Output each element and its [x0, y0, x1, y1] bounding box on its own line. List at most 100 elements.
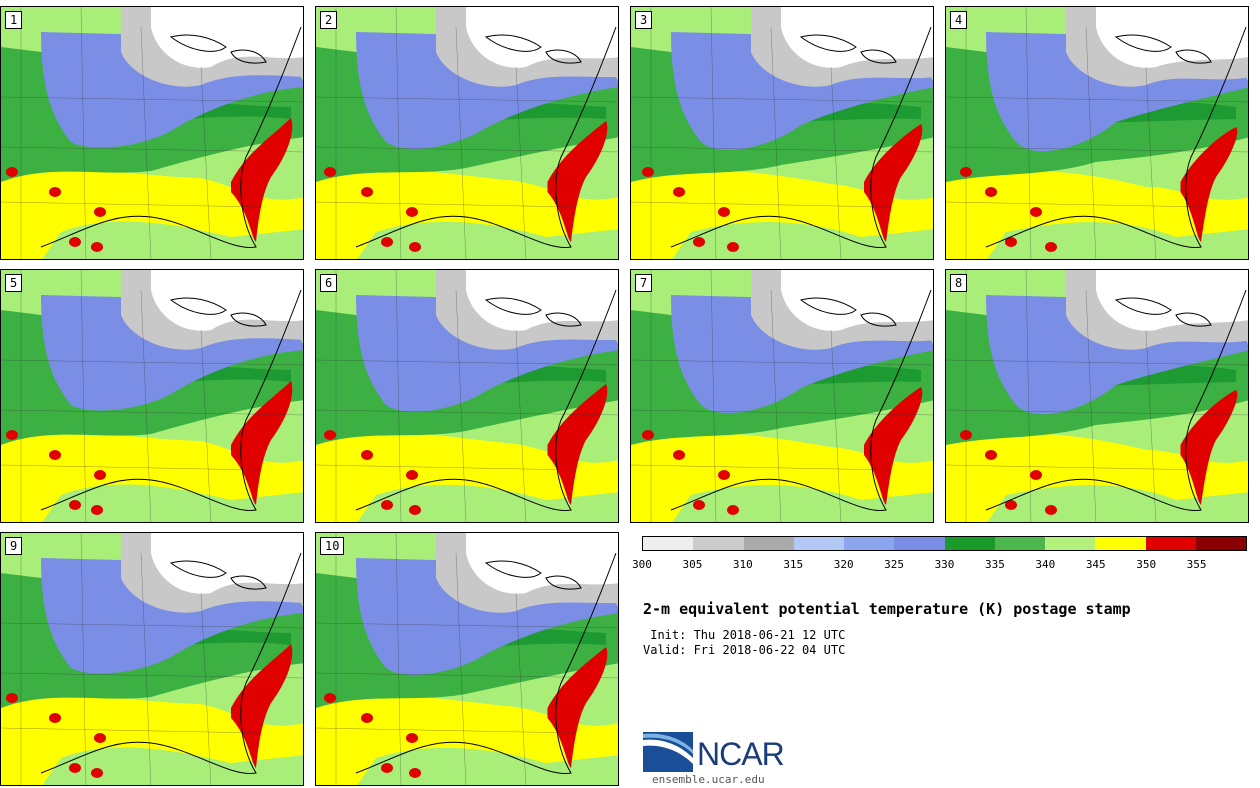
gulf-region [357, 484, 618, 522]
ensemble-member-panel[interactable]: 10 [315, 532, 619, 786]
coastline [355, 552, 617, 775]
red-spot [406, 207, 418, 217]
red-spot [91, 505, 103, 515]
red-spot [49, 450, 61, 460]
coastline [355, 289, 617, 512]
great-lakes [799, 297, 897, 327]
color-scale-swatch [994, 537, 1045, 550]
state-boundary [946, 96, 1248, 103]
ensemble-member-panel[interactable]: 1 [0, 6, 304, 260]
chart-title: 2-m equivalent potential temperature (K)… [643, 600, 1131, 618]
ensemble-member-panel[interactable]: 9 [0, 532, 304, 786]
ensemble-member-panel[interactable]: 6 [315, 269, 619, 523]
red-plume [864, 124, 923, 242]
state-boundary [455, 26, 467, 259]
red-spot [1030, 207, 1042, 217]
state-boundary [946, 464, 1207, 471]
red-spot [406, 733, 418, 743]
great-lakes [484, 297, 582, 327]
theta-e-map [1, 533, 303, 785]
theta-e-map [316, 533, 618, 785]
red-plume [547, 121, 608, 242]
white-region [1096, 270, 1248, 331]
red-plume [547, 384, 608, 505]
red-spot [91, 242, 103, 252]
white-region [466, 533, 618, 594]
white-region [151, 7, 303, 68]
state-boundary [515, 66, 527, 259]
red-spot [324, 430, 336, 440]
state-boundary [80, 270, 87, 522]
member-number-label: 4 [950, 11, 968, 29]
gulf-region [357, 221, 618, 259]
red-spot [642, 430, 654, 440]
color-scale-swatch [1145, 537, 1196, 550]
state-boundary [946, 146, 1248, 153]
red-plume [231, 644, 293, 768]
ensemble-member-panel[interactable]: 4 [945, 6, 1249, 260]
gulf-region [42, 747, 303, 785]
state-boundary [1025, 7, 1032, 259]
state-boundary [316, 201, 577, 208]
state-boundary [1, 146, 303, 153]
red-spot [6, 430, 18, 440]
red-spot [69, 763, 81, 773]
coastline [670, 26, 932, 249]
color-scale-tick-label: 315 [783, 558, 804, 571]
red-spot [693, 237, 705, 247]
color-scale-swatch [844, 537, 895, 550]
ensemble-member-panel[interactable]: 5 [0, 269, 304, 523]
member-number-label: 6 [320, 274, 338, 292]
coastline [985, 289, 1247, 512]
state-boundary [1085, 26, 1097, 259]
state-boundary [1, 409, 303, 416]
state-boundary [946, 201, 1207, 208]
ensemble-member-panel[interactable]: 7 [630, 269, 934, 523]
state-boundary [200, 66, 212, 259]
state-boundary [1025, 270, 1032, 522]
red-spot [985, 187, 997, 197]
red-spot [6, 693, 18, 703]
member-number-label: 5 [5, 274, 23, 292]
state-boundary [631, 146, 933, 153]
red-spot [1045, 242, 1057, 252]
state-boundary [395, 270, 402, 522]
member-number-label: 2 [320, 11, 338, 29]
color-scale-swatch [894, 537, 945, 550]
red-spot [673, 450, 685, 460]
red-spot [718, 207, 730, 217]
state-boundary [1145, 329, 1157, 522]
color-scale-tick-label: 345 [1085, 558, 1106, 571]
red-spot [727, 505, 739, 515]
state-boundary [1, 359, 303, 366]
white-region [781, 270, 933, 331]
ncar-swoosh-icon [643, 732, 693, 772]
ensemble-member-panel[interactable]: 3 [630, 6, 934, 260]
ensemble-member-panel[interactable]: 2 [315, 6, 619, 260]
state-boundary [395, 7, 402, 259]
ensemble-member-panel[interactable]: 8 [945, 269, 1249, 523]
red-plume [864, 387, 923, 505]
init-time: Init: Thu 2018-06-21 12 UTC [643, 628, 846, 642]
white-region [781, 7, 933, 68]
red-spot [49, 187, 61, 197]
state-boundary [946, 409, 1248, 416]
state-boundary [316, 409, 618, 416]
state-boundary [1, 622, 303, 629]
red-spot [94, 207, 106, 217]
member-number-label: 7 [635, 274, 653, 292]
great-lakes [1114, 297, 1212, 327]
great-lakes [799, 34, 897, 64]
state-boundary [80, 533, 87, 785]
ncar-logo[interactable]: NCAR [643, 732, 793, 774]
state-boundary [455, 552, 467, 785]
white-region [151, 533, 303, 594]
color-scale-swatch [944, 537, 995, 550]
color-scale-tick-label: 340 [1035, 558, 1056, 571]
color-scale-ticks: 300 305 310 315 320 325 330 335 340 345 350 355 [632, 558, 1247, 572]
red-spot [381, 763, 393, 773]
coastline [40, 289, 302, 512]
state-boundary [770, 289, 782, 522]
state-boundary [140, 289, 152, 522]
state-boundary [830, 66, 842, 259]
